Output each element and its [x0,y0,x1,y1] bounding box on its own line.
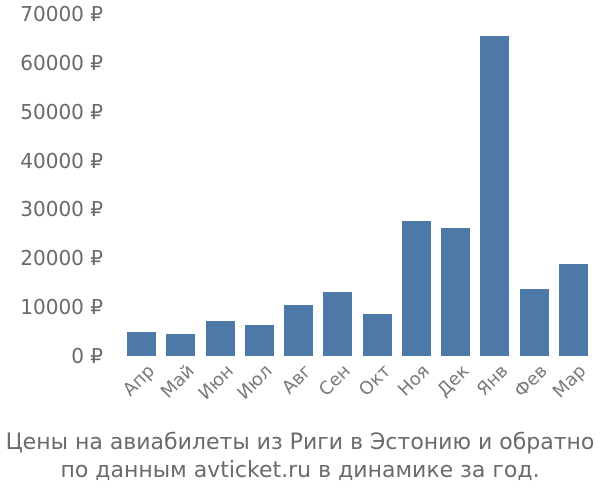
chart-bar-Дек [441,228,471,356]
chart-bar-Май [166,334,196,356]
chart-bar-Сен [323,292,353,356]
y-axis-tick-label: 70000 ₽ [20,2,103,26]
chart-bar-Июн [205,320,235,356]
x-axis-label-Мар: Мар [549,360,591,403]
chart-bar-Авг [284,304,314,356]
x-axis-label-Июл: Июл [233,360,277,404]
plot-area [122,14,593,356]
chart-bar-Июл [244,324,274,356]
x-axis-label-Сен: Сен [315,360,356,401]
x-axis-label-Ноя: Ноя [393,360,434,401]
y-axis-tick-label: 0 ₽ [71,344,103,368]
y-axis-tick-label: 40000 ₽ [20,148,103,173]
y-axis-tick-label: 20000 ₽ [20,246,103,271]
x-axis-label-Янв: Янв [472,360,513,401]
x-axis-label-Апр: Апр [119,360,160,401]
chart-bar-Фев [519,289,549,356]
x-axis-label-Дек: Дек [432,360,474,401]
chart-bar-Апр [127,331,157,356]
y-axis: 70000 ₽ 60000 ₽ 50000 ₽ 40000 ₽ 30000 ₽ 20000… [0,0,103,420]
chart-bar-Окт [362,313,392,356]
y-axis-tick-label: 10000 ₽ [20,295,103,320]
x-axis-label-Фев: Фев [510,360,552,402]
caption-line-1: Цены на авиабилеты из Риги в Эстонию и о… [5,430,595,455]
x-axis-label-Окт: Окт [354,360,395,401]
chart-bar-Янв [480,35,510,356]
y-axis-tick-label: 30000 ₽ [20,197,103,222]
y-axis-tick-label: 60000 ₽ [20,50,103,75]
chart-bar-Ноя [401,220,431,356]
y-axis-tick-label: 50000 ₽ [20,99,103,124]
chart-bar-Мар [558,263,588,356]
x-axis-label-Май: Май [156,360,199,403]
caption-line-2: по данным avticket.ru в динамике за год. [60,458,540,483]
x-axis-label-Авг: Авг [278,360,317,399]
chart-caption: Цены на авиабилеты из Риги в Эстонию и о… [0,429,600,485]
x-axis-label-Июн: Июн [194,360,238,404]
